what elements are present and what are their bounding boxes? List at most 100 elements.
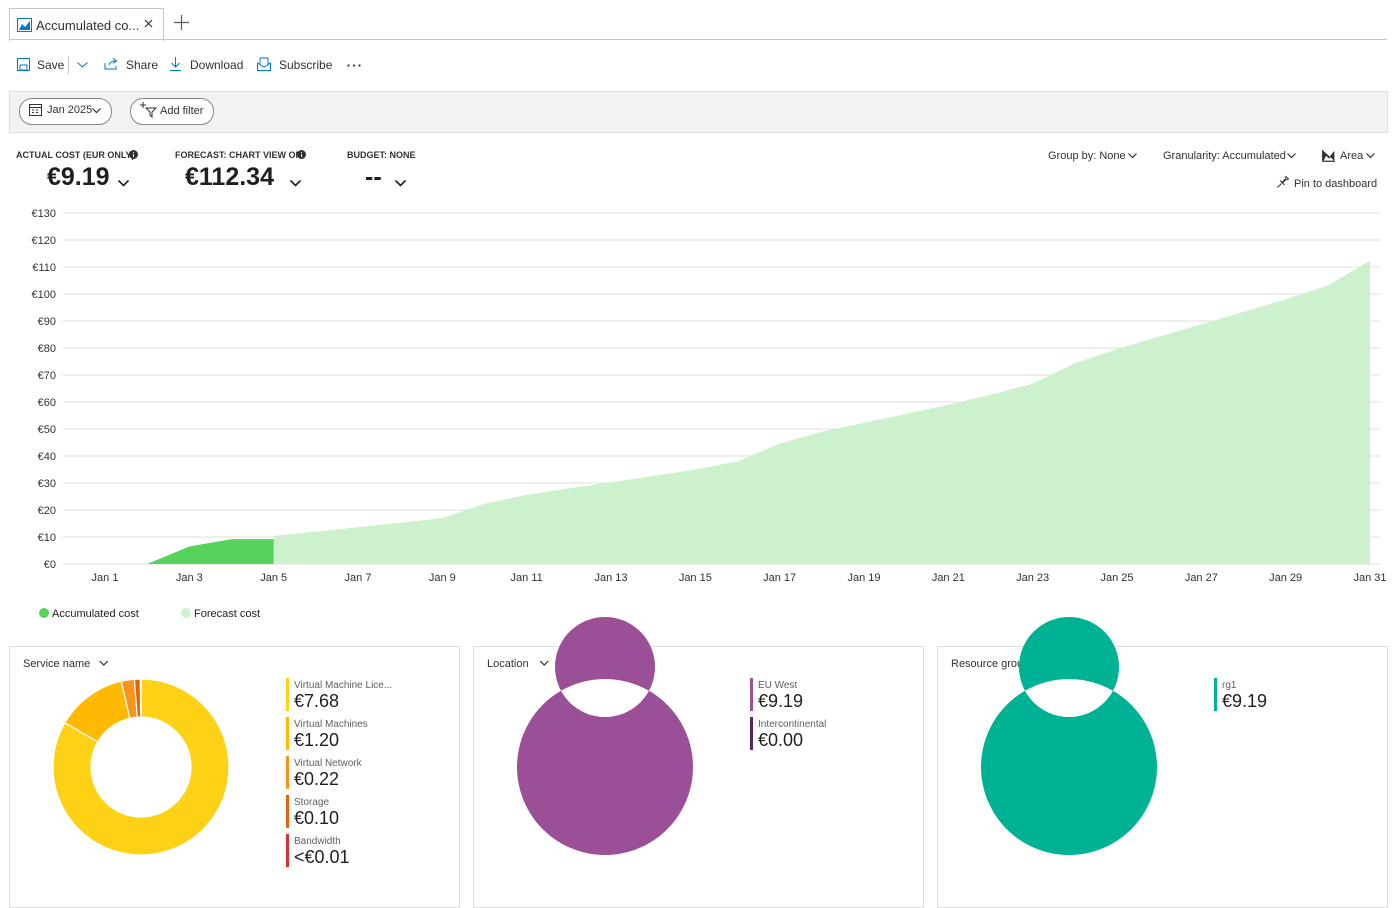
x-tick-label: Jan 5 (260, 572, 287, 584)
legend-swatch (286, 834, 289, 867)
toolbar-button[interactable]: Share (126, 58, 159, 72)
add-filter-pill[interactable] (130, 98, 214, 125)
chevron (117, 179, 130, 187)
chevron (1128, 153, 1137, 159)
x-tick-label: Jan 13 (594, 572, 627, 584)
filter-bar (9, 91, 1388, 133)
x-tick-label: Jan 31 (1353, 572, 1386, 584)
kpi-label: ACTUAL COST (EUR ONLY) (16, 150, 135, 160)
save-icon (17, 58, 30, 71)
download-icon (170, 57, 181, 71)
donut-slice (516, 617, 693, 855)
legend-swatch (39, 608, 49, 618)
subscribe-icon (257, 57, 271, 71)
tab-close[interactable] (144, 19, 153, 28)
x-tick-label: Jan 27 (1185, 572, 1218, 584)
y-tick-label: €70 (38, 370, 56, 382)
x-tick-label: Jan 23 (1016, 572, 1049, 584)
kpi-value[interactable]: €9.19 (47, 163, 110, 191)
date-filter[interactable]: Jan 2025 (47, 104, 93, 116)
legend-swatch (286, 717, 289, 750)
legend-label: rg1 (1222, 680, 1237, 691)
kpi-label: BUDGET: NONE (347, 150, 416, 160)
y-tick-label: €130 (32, 208, 56, 220)
page: Accumulated co... Save Share Download Su… (9, 8, 1388, 908)
y-tick-label: €50 (38, 424, 56, 436)
y-tick-label: €80 (38, 343, 56, 355)
date-pill[interactable] (19, 98, 112, 125)
x-tick-label: Jan 11 (511, 572, 543, 584)
pin-icon (1277, 175, 1290, 188)
y-tick-label: €60 (38, 397, 56, 409)
chevron (539, 660, 549, 666)
y-tick-label: €30 (38, 478, 56, 490)
legend-value: €1.20 (294, 730, 339, 750)
tab[interactable] (9, 8, 164, 41)
toolbar-button[interactable]: Subscribe (279, 58, 333, 72)
toolbar-button[interactable]: Download (190, 58, 244, 72)
donut-slice (980, 617, 1157, 855)
x-tick-label: Jan 25 (1100, 572, 1133, 584)
legend-value: €7.68 (294, 691, 339, 711)
y-tick-label: €0 (44, 559, 56, 571)
pin-to-dashboard[interactable]: Pin to dashboard (1294, 178, 1378, 190)
granularity[interactable]: Granularity: Accumulated (1163, 150, 1286, 162)
kpi-value[interactable]: -- (365, 163, 382, 191)
legend-swatch (286, 678, 289, 711)
x-tick-label: Jan 17 (763, 572, 796, 584)
x-tick-label: Jan 1 (92, 572, 119, 584)
chevron (92, 108, 101, 114)
tab-line (9, 39, 1387, 40)
more-button[interactable] (347, 64, 361, 67)
legend-label: Virtual Network (294, 758, 363, 769)
legend-value: €9.19 (758, 691, 803, 711)
separator (68, 56, 69, 74)
chevron (99, 660, 109, 666)
add-filter[interactable]: Add filter (160, 105, 204, 117)
y-tick-label: €20 (38, 505, 56, 517)
tab-icon (17, 18, 32, 32)
chevron (289, 179, 302, 187)
legend-swatch (286, 795, 289, 828)
area-chart: €0 €10 €20 €30 €40 €50 €60 €70 €80 €90 €100 €110 €12… (32, 208, 1387, 620)
donut-slice (139, 678, 142, 718)
panel-title[interactable]: Service name (23, 658, 90, 670)
tab-title: Accumulated co... (36, 18, 140, 33)
filter-icon (140, 102, 158, 119)
y-tick-label: €10 (38, 532, 56, 544)
legend-swatch (750, 678, 753, 711)
toolbar-button[interactable]: Save (37, 58, 65, 72)
legend-swatch (1214, 678, 1217, 711)
area-icon (1322, 150, 1335, 162)
legend-value: €0.10 (294, 808, 339, 828)
chart-type[interactable]: Area (1340, 150, 1364, 162)
kpi-value[interactable]: €112.34 (185, 163, 274, 191)
new-tab[interactable] (174, 15, 189, 30)
legend-label: Virtual Machines (294, 719, 368, 730)
donut-charts: Service name Virtual Machine Lice...€7.68… (23, 617, 1267, 867)
panel-title[interactable]: Location (487, 658, 529, 670)
y-tick-label: €110 (32, 262, 56, 274)
share-icon (104, 58, 118, 70)
area (105, 539, 274, 564)
area (273, 260, 1371, 564)
legend-label: EU West (758, 680, 797, 691)
legend-label[interactable]: Forecast cost (194, 608, 260, 620)
x-tick-label: Jan 7 (345, 572, 372, 584)
legend-swatch (750, 717, 753, 750)
legend-value: <€0.01 (294, 847, 350, 867)
legend-label: Intercontinental (758, 719, 826, 730)
kpi-label: FORECAST: CHART VIEW ON (175, 150, 302, 160)
chevron[interactable] (77, 62, 88, 68)
donut-slice (52, 678, 230, 856)
legend-value: €0.22 (294, 769, 339, 789)
y-tick-label: €40 (38, 451, 56, 463)
chevron (1287, 153, 1296, 159)
legend-label[interactable]: Accumulated cost (52, 608, 139, 620)
y-tick-label: €100 (32, 289, 56, 301)
calendar-icon (29, 104, 42, 116)
group-by[interactable]: Group by: None (1048, 150, 1126, 162)
legend-value: €0.00 (758, 730, 803, 750)
x-tick-label: Jan 9 (429, 572, 456, 584)
chevron (1366, 153, 1375, 159)
